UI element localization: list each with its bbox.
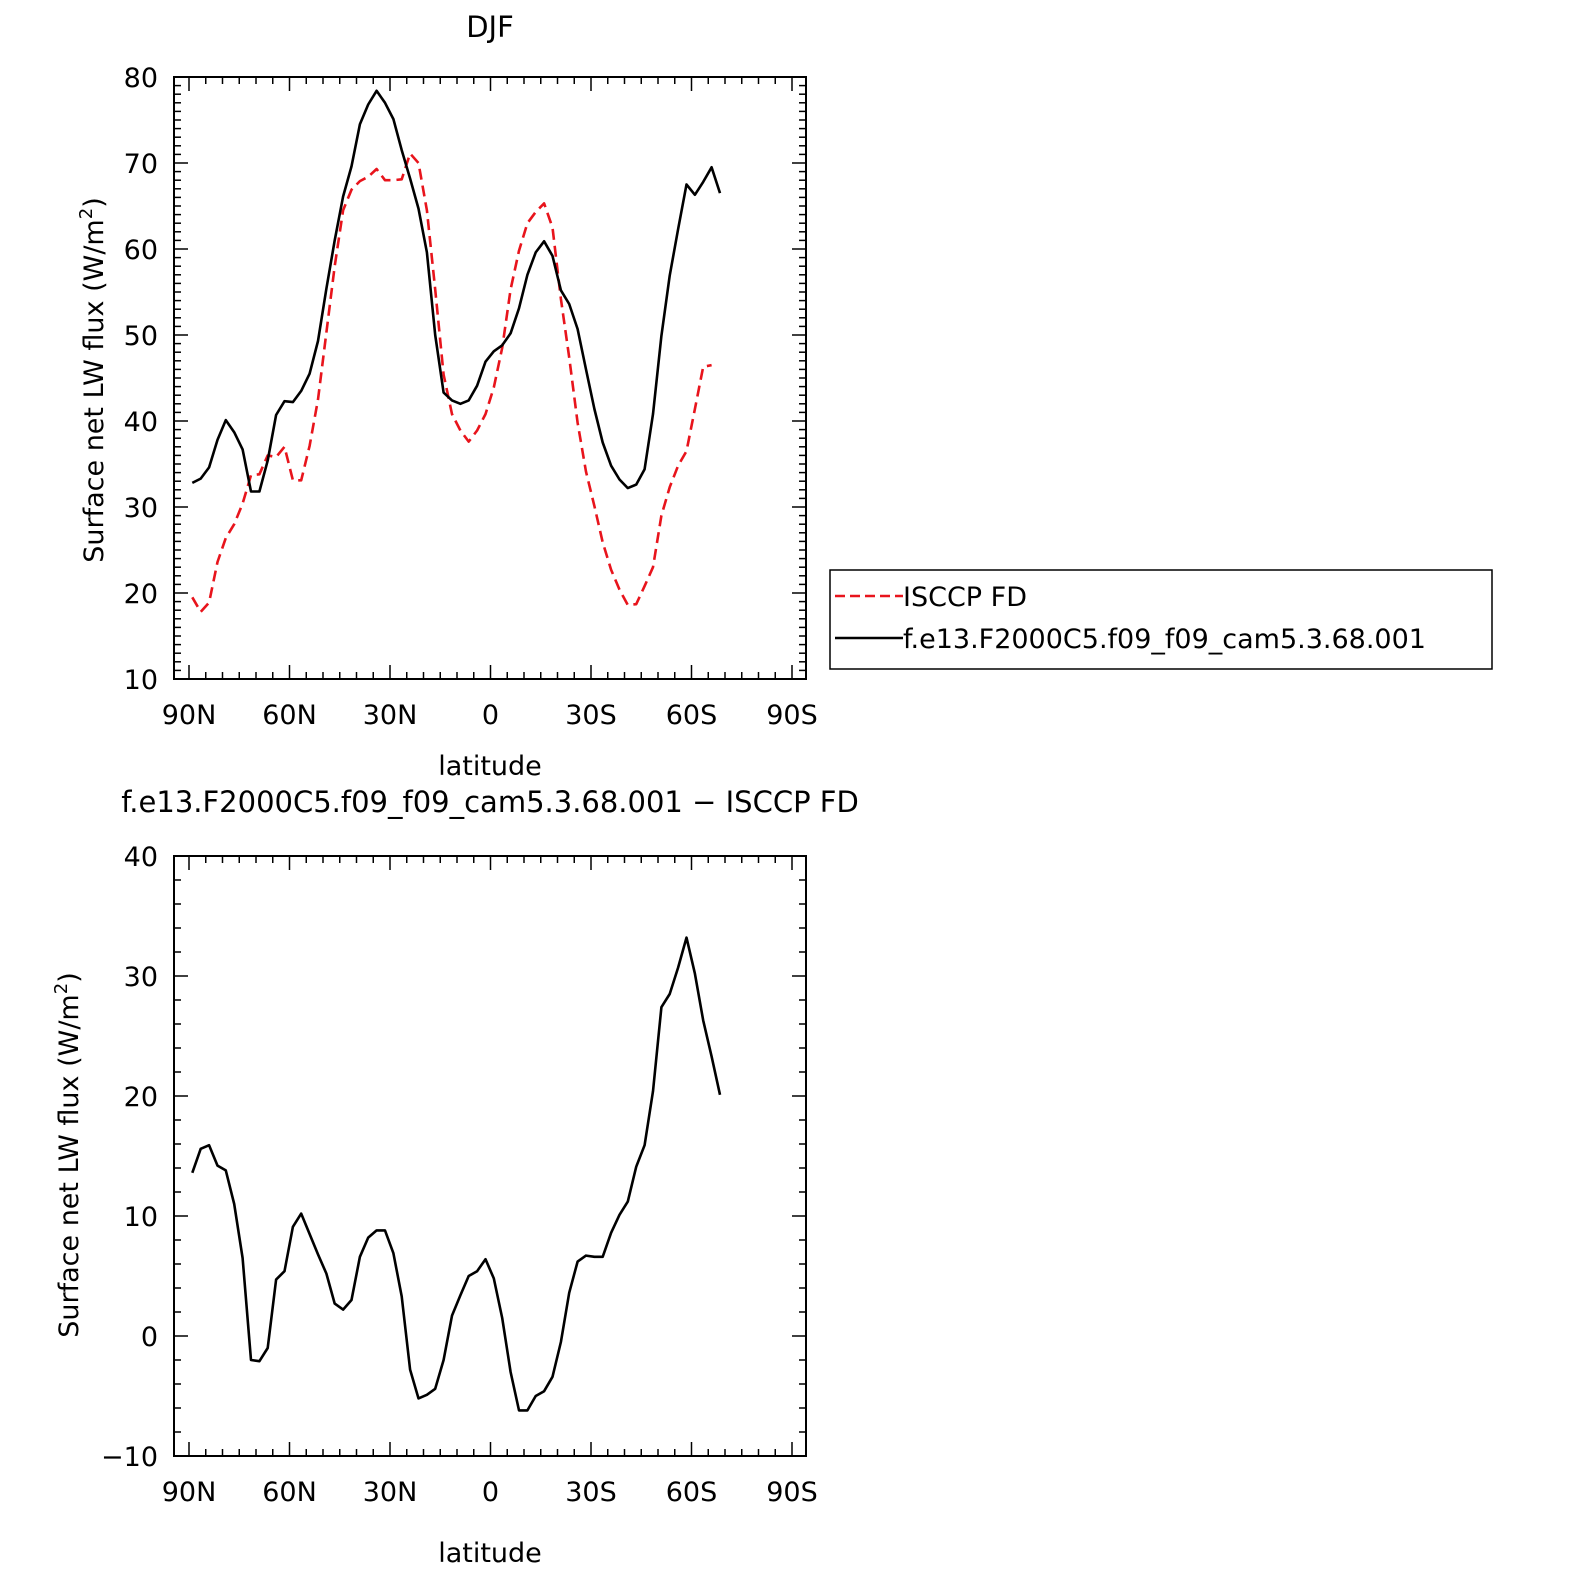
- top-x-tick-label: 60N: [262, 700, 317, 731]
- legend-box: [829, 569, 1493, 670]
- bottom-x-tick-label: 60N: [262, 1477, 317, 1508]
- top-y-tick-label: 70: [124, 149, 158, 180]
- top-y-tick-label: 20: [124, 579, 158, 610]
- bottom-plot-area: 90N 60N 30N 0 30S 60S 90S −10 0 10 20 30 40: [101, 842, 818, 1508]
- top-y-tick-label: 30: [124, 493, 158, 524]
- top-y-tick-label: 10: [124, 665, 158, 696]
- bottom-y-tick-label: 40: [124, 842, 158, 873]
- top-x-tick-label: 60S: [666, 700, 718, 731]
- top-y-tick-label: 60: [124, 235, 158, 266]
- legend-label-isccp: ISCCP FD: [903, 582, 1027, 613]
- bottom-y-tick-label: 10: [124, 1202, 158, 1233]
- legend-label-model: f.e13.F2000C5.f09_f09_cam5.3.68.001: [903, 624, 1426, 655]
- top-series-line-1: [191, 89, 722, 493]
- bottom-y-tick-label: 20: [124, 1082, 158, 1113]
- bottom-y-tick-label: 30: [124, 962, 158, 993]
- bottom-y-tick-label: −10: [101, 1442, 158, 1473]
- legend: ISCCP FD f.e13.F2000C5.f09_f09_cam5.3.68…: [829, 569, 1493, 670]
- top-x-tick-label: 90N: [162, 700, 217, 731]
- top-x-tick-label: 30S: [565, 700, 617, 731]
- bottom-y-axis-label: Surface net LW flux (W/m2): [51, 972, 85, 1338]
- top-x-tick-label: 90S: [766, 700, 818, 731]
- bottom-y-tick-label: 0: [141, 1322, 158, 1353]
- bottom-x-tick-label: 30S: [565, 1477, 617, 1508]
- bottom-x-tick-label: 90N: [162, 1477, 217, 1508]
- top-chart-panel: DJF 90N 60N 30N 0 30S 60S 90S1020304050607080 …: [76, 10, 818, 782]
- top-plot-area: 90N 60N 30N 0 30S 60S 90S 10 20 30 40 50 60 70 80: [124, 63, 818, 731]
- bottom-plot-frame: [173, 855, 807, 1457]
- bottom-x-tick-label: 90S: [766, 1477, 818, 1508]
- top-series-line-0: [191, 152, 712, 614]
- top-chart-title: DJF: [466, 10, 514, 44]
- bottom-x-tick-label: 30N: [363, 1477, 418, 1508]
- top-y-tick-label: 50: [124, 321, 158, 352]
- top-y-tick-label: 80: [124, 63, 158, 94]
- top-x-tick-label: 30N: [363, 700, 418, 731]
- bottom-x-tick-label: 60S: [666, 1477, 718, 1508]
- bottom-chart-panel: f.e13.F2000C5.f09_f09_cam5.3.68.001 − IS…: [51, 785, 859, 1569]
- bottom-chart-title: f.e13.F2000C5.f09_f09_cam5.3.68.001 − IS…: [121, 785, 859, 819]
- top-y-tick-label: 40: [124, 407, 158, 438]
- top-x-axis-label: latitude: [438, 751, 542, 782]
- bottom-x-axis-label: latitude: [438, 1538, 542, 1569]
- top-y-axis-label: Surface net LW flux (W/m2): [76, 197, 110, 563]
- bottom-x-tick-label: 0: [482, 1477, 499, 1508]
- top-x-tick-label: 0: [482, 700, 499, 731]
- bottom-series-line-0: [191, 936, 722, 1412]
